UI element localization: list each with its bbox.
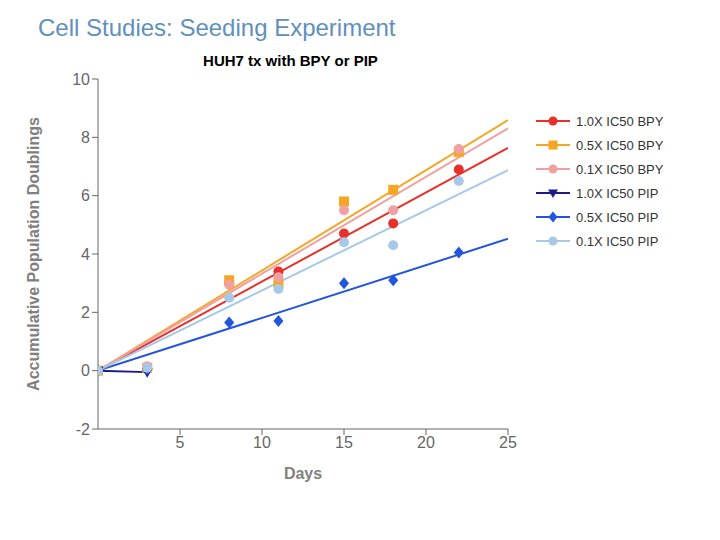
html-text:1.0X IC50 BPY: 1.0X IC50 BPY xyxy=(576,113,664,129)
html-text:1.0X IC50 PIP: 1.0X IC50 PIP xyxy=(576,185,659,201)
html-text:0.1X IC50 PIP: 0.1X IC50 PIP xyxy=(576,233,659,249)
svg-text:0: 0 xyxy=(81,362,90,379)
svg-text:-2: -2 xyxy=(76,421,90,438)
html-text:Cell Studies: Seeding Experime: Cell Studies: Seeding Experiment xyxy=(38,14,396,41)
svg-text:20: 20 xyxy=(417,434,435,451)
svg-text:10: 10 xyxy=(72,71,90,88)
html-text:0.5X IC50 PIP: 0.5X IC50 PIP xyxy=(576,209,659,225)
html-text:0.1X IC50 BPY: 0.1X IC50 BPY xyxy=(576,161,664,177)
svg-text:10: 10 xyxy=(253,434,271,451)
svg-text:4: 4 xyxy=(81,246,90,263)
svg-text:15: 15 xyxy=(335,434,353,451)
svg-text:Accumulative Population Doubli: Accumulative Population Doublings xyxy=(25,117,42,391)
html-text:HUH7 tx with BPY or PIP: HUH7 tx with BPY or PIP xyxy=(203,52,378,69)
svg-text:8: 8 xyxy=(81,129,90,146)
svg-text:6: 6 xyxy=(81,187,90,204)
svg-text:5: 5 xyxy=(176,434,185,451)
svg-text:2: 2 xyxy=(81,304,90,321)
svg-text:25: 25 xyxy=(499,434,517,451)
html-text:0.5X IC50 BPY: 0.5X IC50 BPY xyxy=(576,137,664,153)
svg-text:Days: Days xyxy=(284,465,322,482)
